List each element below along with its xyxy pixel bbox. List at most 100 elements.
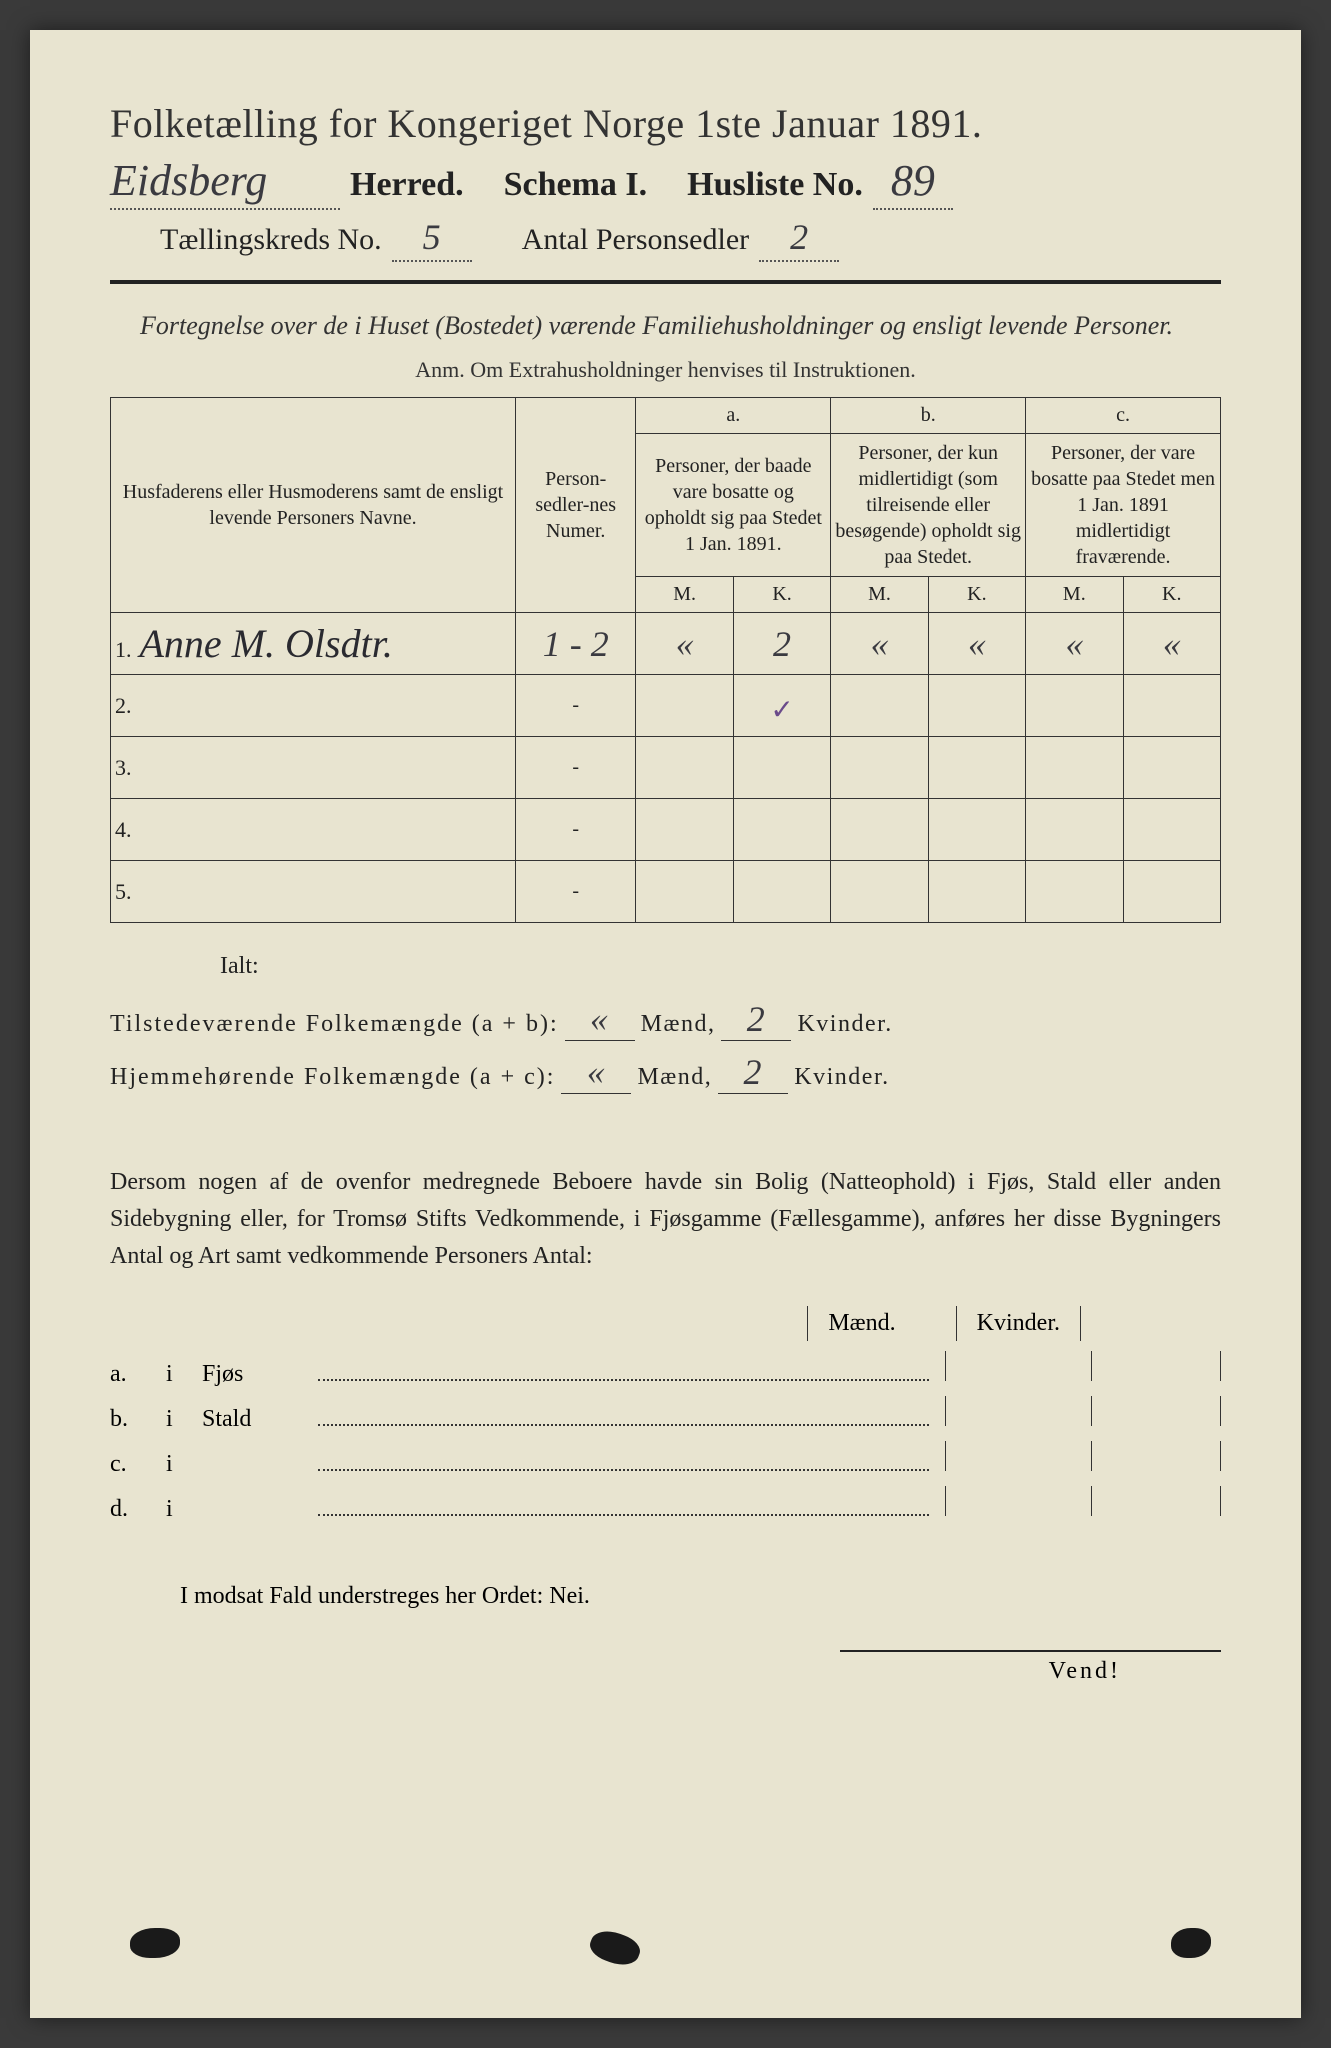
col-a-k: K.	[733, 577, 830, 613]
col-c-m: M.	[1026, 577, 1123, 613]
cell-ak	[733, 737, 830, 799]
list-item: d.i	[110, 1486, 1221, 1523]
cell-cm	[1026, 675, 1123, 737]
household-table: Husfaderens eller Husmoderens samt de en…	[110, 397, 1221, 923]
col-a-header: Personer, der baade vare bosatte og opho…	[636, 434, 831, 577]
kvinder-label: Kvinder.	[797, 1011, 892, 1038]
ialt-label: Ialt:	[220, 953, 1221, 980]
cell-bm	[831, 861, 928, 923]
kvinder-label: Kvinder.	[794, 1064, 889, 1091]
cell-bm	[831, 675, 928, 737]
cell-ck: «	[1123, 613, 1220, 675]
row-number: 4.	[115, 817, 132, 843]
total2-k: 2	[718, 1051, 788, 1094]
herred-value: Eidsberg	[110, 155, 340, 210]
list-i: i	[166, 1496, 186, 1523]
cell-ck	[1123, 675, 1220, 737]
cell-cm: «	[1026, 613, 1123, 675]
cell-am: «	[636, 613, 733, 675]
col-a-m: M.	[636, 577, 733, 613]
row-number: 2.	[115, 693, 132, 719]
list-item: a.iFjøs	[110, 1351, 1221, 1388]
ink-blot	[130, 1928, 180, 1958]
husliste-label: Husliste No.	[687, 166, 863, 204]
divider	[110, 280, 1221, 284]
col-b-m: M.	[831, 577, 928, 613]
cell-cm	[1026, 737, 1123, 799]
table-row: 2. - ✓	[111, 675, 1221, 737]
dotted-line	[318, 1410, 929, 1426]
list-kvinder-cell	[1091, 1441, 1221, 1471]
list-item: c.i	[110, 1441, 1221, 1478]
cell-ck	[1123, 737, 1220, 799]
person-name: Anne M. Olsdtr.	[140, 620, 393, 667]
cell-bk	[928, 799, 1025, 861]
name-cell: 5.	[111, 861, 516, 923]
cell-bm: «	[831, 613, 928, 675]
name-cell: 2.	[111, 675, 516, 737]
total2-label: Hjemmehørende Folkemængde (a + c):	[110, 1064, 555, 1091]
cell-cm	[1026, 861, 1123, 923]
maend-label: Mænd,	[637, 1064, 712, 1091]
cell-num: -	[516, 737, 636, 799]
cell-num: -	[516, 675, 636, 737]
total1-m: «	[565, 998, 635, 1041]
cell-ck	[1123, 799, 1220, 861]
maend-col: Mænd.	[807, 1306, 915, 1341]
husliste-value: 89	[873, 155, 953, 210]
row-number: 3.	[115, 755, 132, 781]
list-i: i	[166, 1406, 186, 1433]
tick-mark: ✓	[738, 693, 826, 727]
cell-ak: 2	[733, 613, 830, 675]
maend-label: Mænd,	[641, 1011, 716, 1038]
census-form-page: Folketælling for Kongeriget Norge 1ste J…	[30, 30, 1301, 2018]
name-cell: 3.	[111, 737, 516, 799]
col-b-top: b.	[831, 398, 1026, 434]
cell-bk	[928, 737, 1025, 799]
list-label: c.	[110, 1451, 150, 1478]
building-para: Dersom nogen af de ovenfor medregnede Be…	[110, 1164, 1221, 1276]
list-item: b.iStald	[110, 1396, 1221, 1433]
cell-cm	[1026, 799, 1123, 861]
dotted-line	[318, 1455, 929, 1471]
list-kvinder-cell	[1091, 1351, 1221, 1381]
total-line-1: Tilstedeværende Folkemængde (a + b): « M…	[110, 998, 1221, 1041]
header-line-3: Tællingskreds No. 5 Antal Personsedler 2	[110, 216, 1221, 262]
col-a-top: a.	[636, 398, 831, 434]
intro-text: Fortegnelse over de i Huset (Bostedet) v…	[140, 308, 1211, 343]
list-label: a.	[110, 1361, 150, 1388]
table-row: 3. -	[111, 737, 1221, 799]
cell-am	[636, 737, 733, 799]
antal-value: 2	[759, 216, 839, 262]
col-numer-header: Person-sedler-nes Numer.	[516, 398, 636, 613]
cell-ak: ✓	[733, 675, 830, 737]
mk-header: Mænd. Kvinder.	[110, 1306, 1221, 1341]
total1-label: Tilstedeværende Folkemængde (a + b):	[110, 1011, 559, 1038]
list-maend-cell	[945, 1396, 1075, 1426]
anm-text: Anm. Om Extrahusholdninger henvises til …	[110, 357, 1221, 383]
col-c-header: Personer, der vare bosatte paa Stedet me…	[1026, 434, 1221, 577]
ink-blot	[586, 1925, 643, 1970]
total1-k: 2	[721, 998, 791, 1041]
list-label: b.	[110, 1406, 150, 1433]
col-b-header: Personer, der kun midlertidigt (som tilr…	[831, 434, 1026, 577]
ink-blot	[1171, 1928, 1211, 1958]
col-c-top: c.	[1026, 398, 1221, 434]
col-names-header: Husfaderens eller Husmoderens samt de en…	[111, 398, 516, 613]
kreds-value: 5	[392, 216, 472, 262]
cell-am	[636, 799, 733, 861]
modsat-line: I modsat Fald understreges her Ordet: Ne…	[180, 1583, 1221, 1610]
cell-num: 1 - 2	[516, 613, 636, 675]
list-maend-cell	[945, 1441, 1075, 1471]
vend-label: Vend!	[840, 1650, 1221, 1685]
list-maend-cell	[945, 1351, 1075, 1381]
list-kvinder-cell	[1091, 1396, 1221, 1426]
cell-ck	[1123, 861, 1220, 923]
row-number: 1.	[115, 637, 132, 663]
col-c-k: K.	[1123, 577, 1220, 613]
total2-m: «	[561, 1051, 631, 1094]
list-maend-cell	[945, 1486, 1075, 1516]
col-b-k: K.	[928, 577, 1025, 613]
cell-am	[636, 675, 733, 737]
building-list: a.iFjøsb.iStaldc.id.i	[110, 1351, 1221, 1523]
